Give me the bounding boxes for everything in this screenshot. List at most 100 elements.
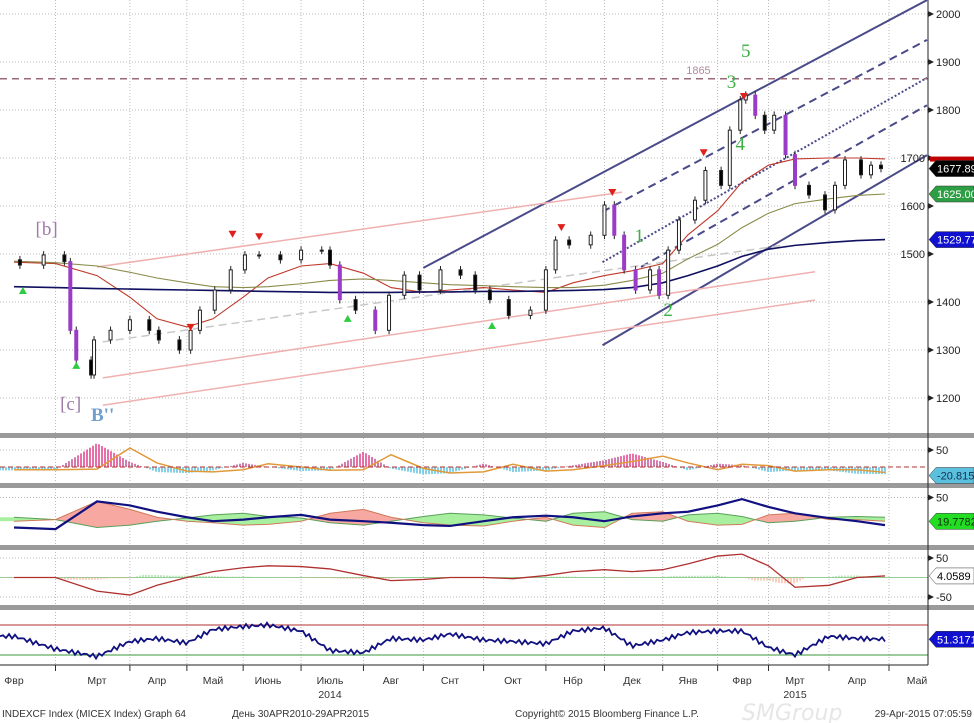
last-value-flag: 19.7782 bbox=[928, 513, 974, 530]
grid bbox=[0, 0, 928, 671]
candle-body bbox=[843, 159, 847, 186]
candle-body bbox=[197, 309, 202, 331]
momentum-panel bbox=[0, 553, 928, 598]
sell-signal-triangle bbox=[228, 230, 237, 238]
candle-body bbox=[473, 274, 478, 291]
candle-body bbox=[257, 254, 262, 257]
y-tick-label: 1200 bbox=[936, 393, 960, 405]
y-tick-marker bbox=[928, 251, 934, 257]
rsi-panel bbox=[0, 621, 928, 661]
last-value-flag: 51.3171 bbox=[928, 631, 974, 648]
flag-shape bbox=[928, 631, 974, 648]
di-plus-line bbox=[13, 511, 886, 529]
candle-body bbox=[188, 329, 193, 351]
candle-body bbox=[879, 164, 883, 170]
candle-body bbox=[353, 299, 358, 311]
wave-label: 2 bbox=[663, 300, 673, 321]
candle-body bbox=[458, 269, 463, 276]
wave-label: [b] bbox=[36, 219, 58, 240]
sell-signal-triangle bbox=[255, 233, 264, 241]
price-candles bbox=[17, 91, 883, 379]
candle-body bbox=[692, 199, 697, 221]
candle-body bbox=[17, 259, 22, 266]
candle-body bbox=[108, 329, 113, 341]
candle-body bbox=[127, 319, 132, 331]
y-tick-label: -50 bbox=[936, 592, 952, 604]
di-minus-line bbox=[13, 500, 886, 529]
sell-signal-triangle bbox=[608, 189, 617, 197]
x-month-label: Дек bbox=[623, 675, 641, 687]
candle-body bbox=[719, 169, 724, 186]
buy-signal-triangle bbox=[488, 322, 496, 330]
buy-signal-triangle bbox=[343, 314, 352, 322]
x-year-label: 2015 bbox=[783, 689, 807, 701]
x-month-label: Мрт bbox=[87, 675, 106, 687]
resistance-level-label: 1865 bbox=[686, 65, 710, 77]
x-month-label: Май bbox=[907, 675, 928, 687]
trendline-solid bbox=[102, 299, 816, 406]
last-value-label: 19.7782 bbox=[937, 516, 974, 528]
sell-signal-triangle bbox=[739, 93, 748, 101]
candle-body bbox=[648, 269, 653, 291]
candle-body bbox=[487, 289, 492, 301]
oscillator-panel bbox=[0, 443, 928, 475]
x-month-label: Фвр bbox=[732, 675, 752, 687]
dmi-panel bbox=[0, 497, 928, 531]
flag-shape bbox=[928, 513, 974, 530]
moving-average-line-1 bbox=[13, 157, 886, 328]
x-month-label: Апр bbox=[848, 675, 867, 687]
candle-body bbox=[319, 249, 324, 252]
y-tick-marker bbox=[928, 299, 934, 305]
flag-shape bbox=[928, 231, 974, 248]
adx-line bbox=[13, 497, 886, 531]
y-tick-marker bbox=[928, 107, 934, 113]
y-tick-label: 50 bbox=[936, 493, 948, 505]
last-value-label: 1677.89 bbox=[937, 164, 974, 176]
candle-body bbox=[807, 184, 811, 196]
moving-average-line-2 bbox=[13, 193, 886, 289]
candle-body bbox=[74, 329, 79, 361]
candle-body bbox=[727, 129, 732, 186]
flag-shape bbox=[928, 160, 974, 177]
moving-average-line-3 bbox=[13, 238, 886, 294]
candle-body bbox=[328, 249, 332, 266]
y-tick-label: 1300 bbox=[936, 345, 960, 357]
candle-body bbox=[373, 309, 378, 331]
candle-body bbox=[772, 114, 777, 131]
candle-body bbox=[633, 269, 638, 291]
trendline-solid bbox=[96, 191, 623, 268]
flag-shape bbox=[928, 185, 974, 203]
candle-body bbox=[823, 194, 827, 211]
candle-body bbox=[177, 339, 182, 351]
last-value-flag: -20.8156 bbox=[928, 467, 974, 484]
wave-label: B'' bbox=[91, 405, 114, 426]
candle-body bbox=[147, 319, 152, 331]
wave-label: 3 bbox=[727, 72, 737, 93]
buy-signal-triangle bbox=[18, 287, 27, 294]
momentum-line bbox=[14, 553, 886, 596]
wave-label: 5 bbox=[741, 41, 751, 62]
watermark-logo: SMGroup bbox=[742, 701, 842, 723]
candle-body bbox=[62, 254, 67, 263]
x-month-label: Окт bbox=[504, 675, 522, 687]
x-month-label: Май bbox=[203, 675, 224, 687]
last-value-flag: 4.0589 bbox=[928, 567, 974, 585]
panel-separator bbox=[0, 545, 974, 550]
sell-signal-triangle bbox=[699, 149, 708, 157]
date-range: День 30APR2010-29APR2015 bbox=[232, 709, 369, 720]
last-value-flag: 1625.00 bbox=[928, 185, 974, 203]
y-tick-label: 1500 bbox=[901, 249, 925, 261]
candle-body bbox=[793, 154, 797, 186]
trendline-dashed bbox=[102, 244, 786, 343]
trendline-solid bbox=[102, 271, 816, 379]
last-value-label: -20.8156 bbox=[937, 471, 974, 483]
candle-body bbox=[622, 234, 627, 271]
x-month-label: Янв bbox=[679, 675, 698, 687]
last-value-flag: 1677.89 bbox=[928, 160, 974, 177]
panel-separator bbox=[0, 605, 974, 610]
candle-body bbox=[506, 299, 511, 316]
candle-body bbox=[588, 234, 593, 246]
candle-body bbox=[242, 254, 247, 271]
candle-body bbox=[528, 309, 533, 316]
